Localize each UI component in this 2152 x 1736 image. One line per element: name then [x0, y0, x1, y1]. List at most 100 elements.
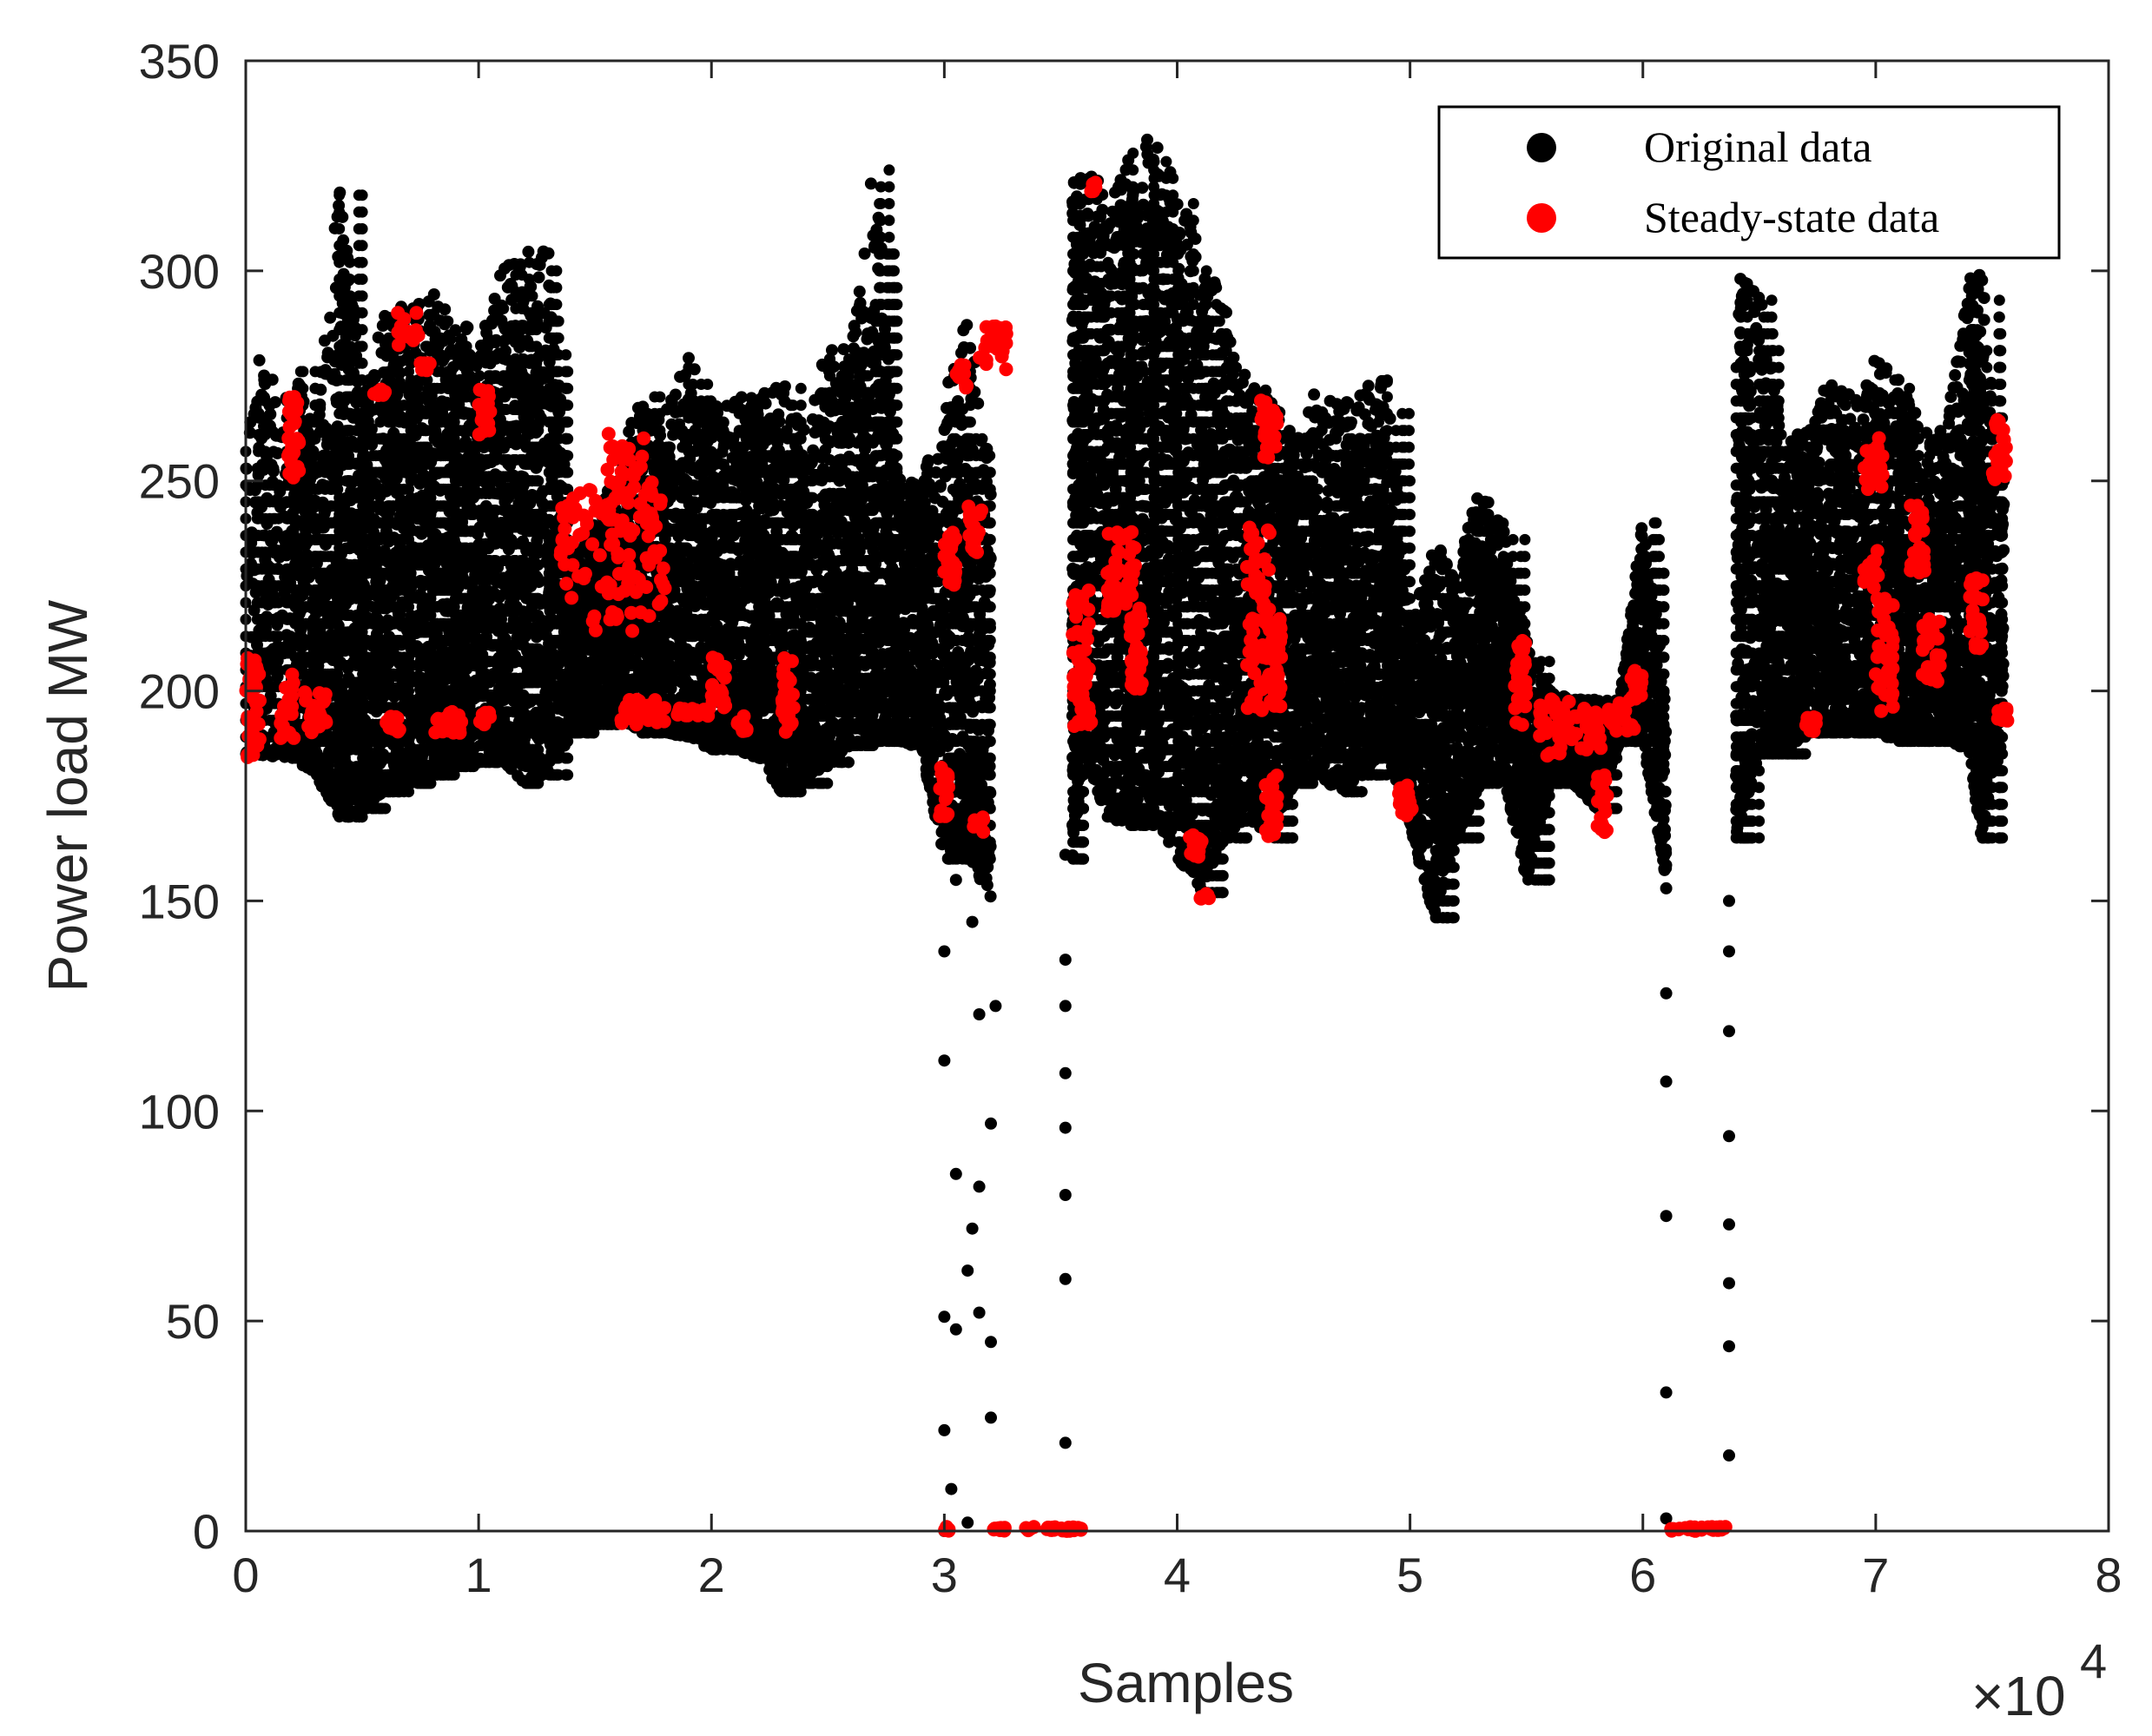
original-data-point: [415, 710, 426, 722]
original-data-point: [333, 240, 345, 251]
original-data-point: [353, 189, 365, 201]
original-data-point: [432, 383, 443, 394]
original-data-point: [322, 618, 333, 630]
original-data-point: [432, 635, 443, 646]
original-data-point: [333, 324, 345, 335]
original-data-point: [340, 459, 352, 470]
original-data-point: [367, 635, 379, 646]
original-data-point: [367, 651, 379, 663]
original-data-point: [488, 756, 499, 768]
original-data-point: [300, 651, 312, 663]
original-data-point: [415, 644, 426, 655]
original-data-point: [432, 702, 443, 713]
original-data-point: [353, 223, 365, 234]
original-data-point: [392, 635, 403, 646]
original-data-point: [456, 525, 467, 537]
original-data-point: [340, 694, 352, 705]
original-data-point: [300, 534, 312, 545]
original-data-point: [322, 568, 333, 579]
original-data-point: [415, 442, 426, 453]
original-data-point: [340, 660, 352, 671]
original-data-point: [353, 257, 365, 268]
original-data-point: [340, 795, 352, 806]
original-data-point: [432, 467, 443, 479]
original-data-point: [367, 467, 379, 479]
original-data-point: [256, 530, 267, 541]
original-data-point: [449, 324, 461, 336]
original-data-point: [256, 546, 267, 558]
original-data-point: [392, 568, 403, 579]
original-data-point: [428, 288, 440, 300]
original-data-point: [340, 374, 352, 386]
original-data-point: [367, 500, 379, 512]
original-data-point: [322, 584, 333, 596]
original-data-point: [311, 534, 322, 545]
original-data-point: [340, 710, 352, 722]
original-data-point: [415, 492, 426, 504]
original-data-point: [300, 568, 312, 579]
original-data-point: [415, 778, 426, 789]
original-data-point: [454, 408, 465, 419]
original-data-point: [289, 518, 300, 529]
original-data-point: [392, 584, 403, 596]
original-data-point: [289, 568, 300, 579]
original-data-point: [392, 601, 403, 612]
original-data-point: [392, 433, 403, 445]
original-data-point: [392, 534, 403, 545]
original-data-point: [289, 753, 300, 764]
original-data-point: [432, 433, 443, 445]
original-data-point: [322, 518, 333, 529]
original-data-point: [260, 446, 271, 457]
original-data-point: [367, 719, 379, 730]
original-data-point: [340, 761, 352, 772]
original-data-point: [264, 479, 275, 491]
original-data-point: [264, 463, 275, 474]
original-data-point: [454, 392, 465, 403]
original-data-point: [340, 340, 352, 352]
original-data-point: [289, 534, 300, 545]
original-data-point: [320, 484, 331, 495]
original-data-point: [392, 685, 403, 696]
original-data-point: [360, 399, 371, 411]
original-data-point: [367, 736, 379, 747]
original-data-point: [333, 290, 345, 301]
original-data-point: [340, 392, 352, 403]
original-data-point: [393, 366, 405, 377]
original-data-point: [311, 601, 322, 612]
original-data-point: [311, 669, 322, 680]
original-data-point: [442, 383, 453, 394]
original-data-point: [289, 601, 300, 612]
original-data-point: [367, 702, 379, 713]
original-data-point: [260, 395, 271, 406]
original-data-point: [432, 584, 443, 596]
original-data-point: [367, 669, 379, 680]
original-data-point: [413, 408, 424, 419]
original-data-point: [256, 564, 267, 575]
original-data-point: [340, 677, 352, 688]
original-data-point: [311, 500, 322, 512]
original-data-point: [322, 601, 333, 612]
original-data-point: [456, 576, 467, 587]
original-data-point: [432, 651, 443, 663]
original-data-point: [488, 740, 499, 751]
original-data-point: [454, 340, 465, 352]
original-data-point: [367, 568, 379, 579]
original-data-point: [322, 534, 333, 545]
original-data-point: [353, 207, 365, 218]
original-data-point: [289, 651, 300, 663]
original-data-point: [432, 484, 443, 495]
original-data-point: [367, 534, 379, 545]
original-data-point: [340, 811, 352, 822]
original-data-point: [392, 500, 403, 512]
original-data-point: [300, 450, 312, 461]
original-data-point: [340, 408, 352, 419]
original-data-point: [392, 551, 403, 562]
original-data-point: [333, 274, 345, 285]
original-data-point: [367, 769, 379, 781]
original-data-point: [475, 340, 487, 352]
original-data-point: [340, 425, 352, 436]
original-data-point: [394, 417, 406, 428]
original-data-point: [392, 467, 403, 479]
original-data-point: [270, 430, 282, 442]
